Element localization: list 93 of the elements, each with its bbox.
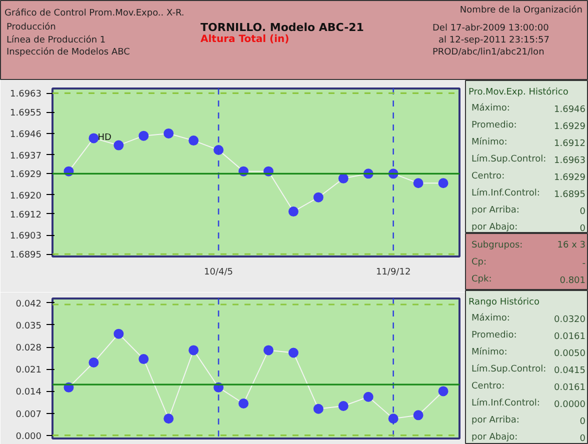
point [438, 178, 448, 188]
text: por Arriba: [472, 416, 520, 426]
y-tick-label: 0.028 [16, 344, 42, 354]
point [363, 392, 374, 402]
text: Subgrupos: [472, 240, 523, 250]
point [114, 328, 124, 339]
text: 1.6912 [554, 139, 586, 149]
text: 0.801 [560, 276, 586, 286]
text: Rango Histórico [468, 296, 540, 308]
point [313, 192, 324, 202]
text: Del 17-abr-2009 13:00:00 [432, 24, 550, 34]
text: 0 [580, 417, 586, 427]
point [164, 128, 174, 138]
text: 16 x 3 [557, 240, 586, 250]
y-tick-label: 0.007 [16, 410, 42, 420]
text: 0.0000 [554, 400, 586, 410]
y-tick-label: 1.6963 [10, 90, 42, 100]
text: 0.0161 [554, 383, 586, 393]
text: 0 [580, 224, 586, 234]
point [164, 414, 174, 424]
text: 1.6963 [554, 156, 586, 166]
text: Máximo: [472, 102, 510, 114]
text: 0.0161 [554, 332, 586, 342]
point [338, 173, 348, 184]
point [288, 348, 298, 358]
text: 0 [580, 434, 586, 444]
y-tick-label: 1.6895 [10, 250, 42, 261]
text: 0.0415 [554, 366, 586, 376]
point [138, 130, 149, 141]
text: Cpk: [472, 274, 492, 284]
y-tick-label: 1.6946 [10, 130, 42, 140]
point [338, 401, 348, 412]
text: Lím.Inf.Control: [472, 398, 540, 408]
point [88, 358, 99, 368]
point [263, 345, 274, 356]
point [238, 398, 249, 408]
x-tick-label: 10/4/5 [204, 268, 234, 278]
text: Línea de Producción 1 [6, 34, 106, 46]
y-tick-label: 1.6903 [10, 232, 42, 242]
point [438, 386, 448, 396]
text: 0 [580, 207, 586, 217]
annotation: HD [98, 133, 112, 144]
text: Lím.Sup.Control: [472, 364, 546, 374]
point [88, 133, 99, 144]
text: Promedio: [472, 120, 517, 130]
text: 0.0050 [554, 349, 586, 359]
y-tick-label: 0.042 [16, 299, 42, 310]
y-tick-label: 0.021 [16, 366, 42, 376]
text: 1.6946 [554, 105, 586, 115]
y-tick-label: 0.035 [16, 321, 42, 332]
y-tick-label: 0.000 [16, 432, 42, 442]
text: Mínimo: [472, 136, 508, 148]
text: por Abajo: [472, 432, 518, 442]
text: al 12-sep-2011 23:15:57 [438, 36, 550, 46]
text: PROD/abc/lin1/abc21/lon [432, 48, 544, 58]
y-tick-label: 1.6912 [10, 210, 42, 220]
text: Centro: [472, 172, 505, 182]
point [188, 136, 199, 146]
text: Máximo: [472, 312, 510, 324]
text: Gráfico de Control Prom.Mov.Expo.. X-R. [4, 8, 184, 18]
x-tick-label: 11/9/12 [376, 268, 411, 278]
text: por Abajo: [472, 222, 518, 232]
y-tick-label: 0.014 [16, 388, 42, 398]
text: - [582, 259, 586, 269]
y-tick-label: 1.6937 [10, 151, 42, 162]
point [288, 206, 298, 217]
point [114, 140, 124, 150]
text: Lím.Inf.Control: [472, 188, 540, 198]
text: Cp: [472, 258, 487, 268]
text: 1.6895 [554, 190, 586, 200]
y-tick-label: 1.6955 [10, 108, 42, 119]
text: 1.6929 [554, 173, 586, 183]
point [413, 178, 424, 188]
y-tick-label: 1.6920 [10, 191, 42, 202]
y-tick-label: 1.6929 [10, 170, 42, 180]
text: 1.6929 [554, 122, 586, 132]
text: Producción [6, 22, 56, 32]
text: Altura Total (in) [200, 34, 290, 45]
text: Centro: [472, 382, 505, 392]
text: 0.0320 [554, 315, 586, 325]
point [138, 354, 149, 364]
text: Promedio: [472, 330, 517, 340]
text: Mínimo: [472, 346, 508, 358]
text: Inspección de Modelos ABC [6, 46, 130, 58]
point [313, 404, 324, 414]
text: por Arriba: [472, 206, 520, 216]
text: Lím.Sup.Control: [472, 154, 546, 164]
point [188, 345, 199, 356]
point [413, 410, 424, 420]
point [214, 145, 224, 156]
text: Pro.Mov.Exp. Histórico [468, 86, 569, 98]
text: Nombre de la Organización [460, 4, 583, 16]
text: TORNILLO. Modelo ABC-21 [200, 21, 364, 34]
